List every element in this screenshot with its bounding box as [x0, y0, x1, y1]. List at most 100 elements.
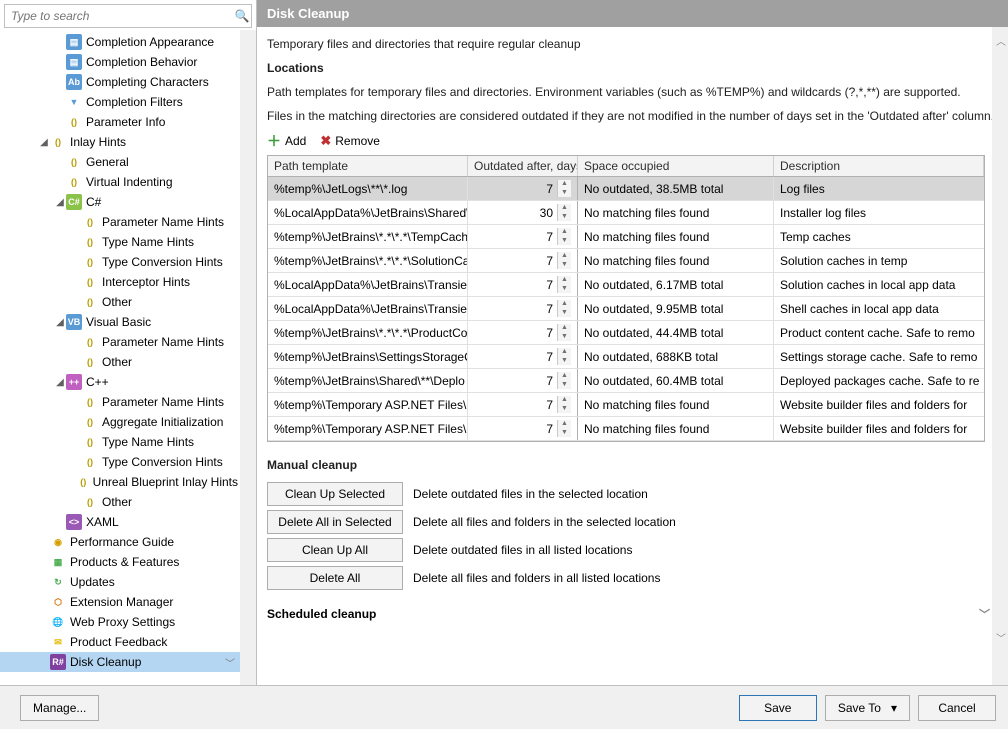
collapse-icon[interactable]: ◢	[38, 137, 50, 148]
col-desc[interactable]: Description	[774, 156, 984, 176]
tree-item[interactable]: AbCompleting Characters	[0, 72, 256, 92]
settings-tree[interactable]: ▤Completion Appearance▤Completion Behavi…	[0, 30, 256, 685]
tree-item[interactable]: ()Interceptor Hints	[0, 272, 256, 292]
tree-item[interactable]: ()Other	[0, 492, 256, 512]
tree-item[interactable]: ()Type Name Hints	[0, 432, 256, 452]
collapse-icon[interactable]: ◢	[54, 197, 66, 208]
tree-item[interactable]: ()Other	[0, 292, 256, 312]
spin-up-icon[interactable]: ▲	[558, 396, 571, 405]
spin-down-icon[interactable]: ▼	[558, 333, 571, 342]
table-row[interactable]: %temp%\JetBrains\Shared\**\Deplo7▲▼No ou…	[268, 369, 984, 393]
spin-down-icon[interactable]: ▼	[558, 213, 571, 222]
table-row[interactable]: %LocalAppData%\JetBrains\Shared\30▲▼No m…	[268, 201, 984, 225]
tree-item[interactable]: ↻Updates	[0, 572, 256, 592]
cell-days[interactable]: 7▲▼	[468, 369, 578, 392]
cancel-button[interactable]: Cancel	[918, 695, 996, 721]
spinner[interactable]: ▲▼	[557, 204, 571, 221]
save-to-button[interactable]: Save To ▾	[825, 695, 910, 721]
content-scrollbar[interactable]: ︿﹀	[992, 27, 1008, 685]
cell-days[interactable]: 7▲▼	[468, 273, 578, 296]
cell-days[interactable]: 7▲▼	[468, 177, 578, 200]
tree-item[interactable]: ()Other	[0, 352, 256, 372]
spinner[interactable]: ▲▼	[557, 228, 571, 245]
tree-item[interactable]: ()Parameter Name Hints	[0, 212, 256, 232]
tree-scrollbar[interactable]	[240, 30, 256, 685]
add-button[interactable]: ＋ Add	[267, 131, 306, 151]
spinner[interactable]: ▲▼	[557, 348, 571, 365]
tree-item[interactable]: ()Type Name Hints	[0, 232, 256, 252]
table-row[interactable]: %LocalAppData%\JetBrains\Transien7▲▼No o…	[268, 297, 984, 321]
manual-clean-up-selected-button[interactable]: Clean Up Selected	[267, 482, 403, 506]
spinner[interactable]: ▲▼	[557, 300, 571, 317]
spin-down-icon[interactable]: ▼	[558, 357, 571, 366]
spin-up-icon[interactable]: ▲	[558, 348, 571, 357]
spin-down-icon[interactable]: ▼	[558, 381, 571, 390]
table-row[interactable]: %temp%\Temporary ASP.NET Files\[7▲▼No ma…	[268, 417, 984, 441]
scheduled-expand-icon[interactable]: ﹀	[979, 606, 990, 622]
search-input[interactable]	[5, 7, 233, 25]
spin-down-icon[interactable]: ▼	[558, 309, 571, 318]
tree-item[interactable]: ()Type Conversion Hints	[0, 252, 256, 272]
tree-item[interactable]: ()General	[0, 152, 256, 172]
spinner[interactable]: ▲▼	[557, 396, 571, 413]
cell-days[interactable]: 7▲▼	[468, 393, 578, 416]
tree-item[interactable]: ()Aggregate Initialization	[0, 412, 256, 432]
tree-item[interactable]: ()Parameter Info	[0, 112, 256, 132]
spin-down-icon[interactable]: ▼	[558, 405, 571, 414]
spinner[interactable]: ▲▼	[557, 180, 571, 197]
col-space[interactable]: Space occupied	[578, 156, 774, 176]
search-box[interactable]: 🔍	[4, 4, 252, 28]
table-row[interactable]: %temp%\JetLogs\**\*.log7▲▼No outdated, 3…	[268, 177, 984, 201]
cell-days[interactable]: 7▲▼	[468, 225, 578, 248]
manual-clean-up-all-button[interactable]: Clean Up All	[267, 538, 403, 562]
spin-up-icon[interactable]: ▲	[558, 252, 571, 261]
tree-item[interactable]: ◢++C++	[0, 372, 256, 392]
chevron-down-icon[interactable]: ﹀	[224, 655, 236, 670]
spinner[interactable]: ▲▼	[557, 324, 571, 341]
tree-item[interactable]: ▤Completion Behavior	[0, 52, 256, 72]
table-row[interactable]: %temp%\Temporary ASP.NET Files\[7▲▼No ma…	[268, 393, 984, 417]
spinner[interactable]: ▲▼	[557, 372, 571, 389]
tree-item[interactable]: ▦Products & Features	[0, 552, 256, 572]
spin-up-icon[interactable]: ▲	[558, 276, 571, 285]
spinner[interactable]: ▲▼	[557, 276, 571, 293]
tree-item[interactable]: ▤Completion Appearance	[0, 32, 256, 52]
spin-up-icon[interactable]: ▲	[558, 204, 571, 213]
spinner[interactable]: ▲▼	[557, 420, 571, 437]
tree-item[interactable]: R#Disk Cleanup﹀	[0, 652, 256, 672]
spin-down-icon[interactable]: ▼	[558, 189, 571, 198]
tree-item[interactable]: ◉Performance Guide	[0, 532, 256, 552]
spin-down-icon[interactable]: ▼	[558, 285, 571, 294]
tree-item[interactable]: ◢()Inlay Hints	[0, 132, 256, 152]
cell-days[interactable]: 30▲▼	[468, 201, 578, 224]
tree-item[interactable]: ▼Completion Filters	[0, 92, 256, 112]
tree-item[interactable]: ()Type Conversion Hints	[0, 452, 256, 472]
collapse-icon[interactable]: ◢	[54, 317, 66, 328]
tree-item[interactable]: ()Unreal Blueprint Inlay Hints	[0, 472, 256, 492]
tree-item[interactable]: ()Virtual Indenting	[0, 172, 256, 192]
tree-item[interactable]: ⬡Extension Manager	[0, 592, 256, 612]
table-row[interactable]: %temp%\JetBrains\SettingsStorageC7▲▼No o…	[268, 345, 984, 369]
cell-days[interactable]: 7▲▼	[468, 321, 578, 344]
spin-up-icon[interactable]: ▲	[558, 324, 571, 333]
table-row[interactable]: %temp%\JetBrains\*.*\*.*\ProductCo7▲▼No …	[268, 321, 984, 345]
spin-up-icon[interactable]: ▲	[558, 420, 571, 429]
tree-item[interactable]: ◢VBVisual Basic	[0, 312, 256, 332]
table-row[interactable]: %LocalAppData%\JetBrains\Transien7▲▼No o…	[268, 273, 984, 297]
save-button[interactable]: Save	[739, 695, 817, 721]
spin-down-icon[interactable]: ▼	[558, 429, 571, 438]
tree-item[interactable]: ◢C#C#	[0, 192, 256, 212]
spin-down-icon[interactable]: ▼	[558, 261, 571, 270]
table-row[interactable]: %temp%\JetBrains\*.*\*.*\TempCach7▲▼No m…	[268, 225, 984, 249]
col-days[interactable]: Outdated after, days	[468, 156, 578, 176]
collapse-icon[interactable]: ◢	[54, 377, 66, 388]
manage-button[interactable]: Manage...	[20, 695, 99, 721]
manual-delete-all-in-selected-button[interactable]: Delete All in Selected	[267, 510, 403, 534]
spin-down-icon[interactable]: ▼	[558, 237, 571, 246]
cell-days[interactable]: 7▲▼	[468, 297, 578, 320]
cell-days[interactable]: 7▲▼	[468, 345, 578, 368]
manual-delete-all-button[interactable]: Delete All	[267, 566, 403, 590]
spin-up-icon[interactable]: ▲	[558, 228, 571, 237]
col-path[interactable]: Path template	[268, 156, 468, 176]
tree-item[interactable]: ✉Product Feedback	[0, 632, 256, 652]
